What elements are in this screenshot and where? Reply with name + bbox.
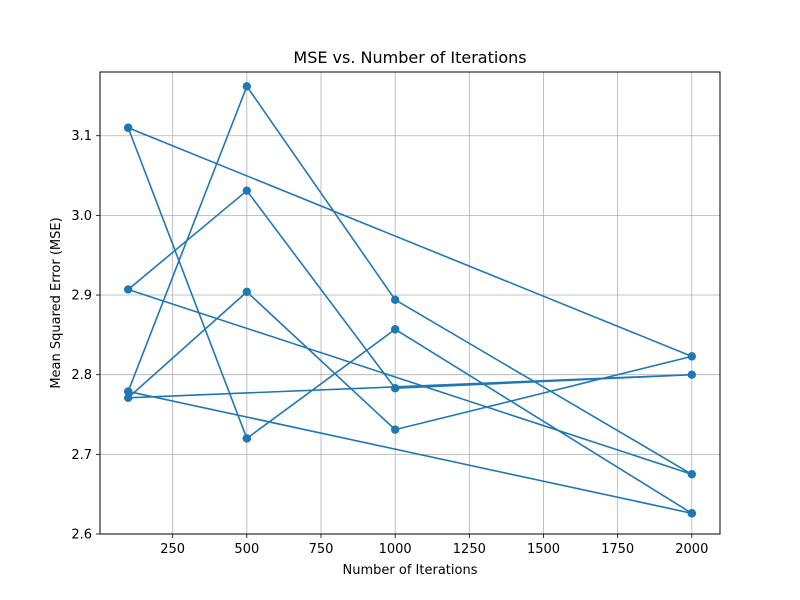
data-point <box>687 470 697 479</box>
x-tick-label: 500 <box>234 542 259 557</box>
x-tick-label: 2000 <box>675 542 708 557</box>
x-tick-label: 250 <box>160 542 185 557</box>
series-line <box>127 85 693 515</box>
data-point <box>687 352 697 361</box>
data-point <box>123 285 133 294</box>
y-axis-label: Mean Squared Error (MSE) <box>49 217 64 388</box>
data-point <box>123 393 133 402</box>
data-point <box>242 82 252 91</box>
x-tick-label: 1500 <box>527 542 560 557</box>
y-tick-label: 2.9 <box>71 289 92 304</box>
data-point <box>390 295 400 305</box>
x-tick-label: 1000 <box>379 542 412 557</box>
x-tick-label: 1750 <box>601 542 634 557</box>
y-tick-label: 3.1 <box>71 129 92 144</box>
data-point <box>390 384 400 393</box>
ticks: 250 500 750 1000 1250 1500 1750 2000 2.6 2.7 2.8 2.… <box>71 129 708 557</box>
data-point <box>687 370 697 379</box>
data-point <box>390 425 400 434</box>
x-tick-label: 750 <box>309 542 334 557</box>
data-point <box>390 325 400 334</box>
data-point <box>123 123 133 132</box>
y-tick-label: 3.0 <box>71 209 92 224</box>
chart-title: MSE vs. Number of Iterations <box>293 48 526 67</box>
data-point <box>687 509 697 518</box>
y-tick-label: 2.6 <box>71 528 92 543</box>
data-point <box>242 434 252 443</box>
data-point <box>242 287 252 297</box>
plot-frame <box>99 71 721 535</box>
data-point <box>123 387 133 396</box>
data-point <box>242 186 252 195</box>
x-axis-label: Number of Iterations <box>343 563 478 578</box>
y-tick-label: 2.8 <box>71 368 92 383</box>
y-tick-label: 2.7 <box>71 448 92 463</box>
x-tick-label: 1250 <box>453 542 486 557</box>
series-layer <box>123 82 697 518</box>
